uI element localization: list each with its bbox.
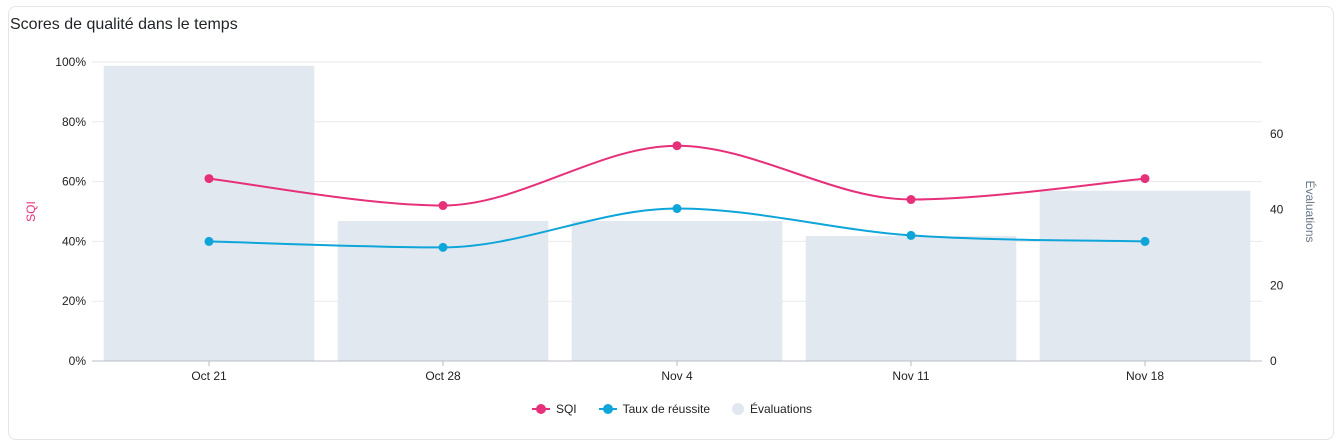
legend-swatch-taux (598, 404, 617, 414)
y-left-tick-label: 20% (62, 294, 86, 308)
y-left-axis-title: SQI (24, 201, 38, 222)
point-sqi (906, 195, 916, 205)
line-sqi (208, 144, 1146, 207)
point-taux (672, 204, 682, 214)
y-left-tick-label: 0% (69, 354, 87, 368)
y-left-tick-label: 40% (62, 234, 86, 248)
legend-label-taux: Taux de réussite (622, 402, 710, 416)
y-right-tick-label: 20 (1270, 278, 1284, 292)
point-sqi (672, 141, 682, 151)
legend-item-taux[interactable]: Taux de réussite (598, 402, 710, 416)
y-left-tick-label: 100% (55, 55, 86, 69)
legend: SQI Taux de réussite Évaluations (0, 402, 1344, 416)
bar-evaluations (1039, 190, 1251, 361)
point-taux (438, 242, 448, 252)
y-right-tick-label: 0 (1270, 354, 1277, 368)
legend-label-evaluations: Évaluations (750, 402, 813, 416)
x-tick-label: Nov 11 (892, 369, 929, 383)
point-sqi (1140, 174, 1150, 184)
y-right-tick-label: 40 (1270, 203, 1284, 217)
point-taux (906, 230, 916, 240)
bar-evaluations (103, 65, 315, 361)
point-sqi (438, 201, 448, 211)
x-tick-label: Nov 18 (1126, 369, 1164, 383)
x-tick-label: Nov 4 (661, 369, 693, 383)
legend-item-sqi[interactable]: SQI (531, 402, 577, 416)
legend-swatch-sqi (531, 404, 550, 414)
legend-label-sqi: SQI (555, 402, 577, 416)
chart-title: Scores de qualité dans le temps (10, 16, 238, 33)
bar-evaluations (337, 220, 549, 361)
y-left-tick-label: 60% (62, 175, 86, 189)
y-right-axis-title: Évaluations (1303, 180, 1318, 242)
legend-swatch-evaluations (732, 403, 744, 415)
bar-evaluations (571, 220, 783, 361)
y-right-tick-label: 60 (1270, 127, 1284, 141)
point-taux (204, 236, 214, 246)
point-sqi (204, 174, 214, 184)
bar-evaluations (805, 236, 1017, 361)
point-taux (1140, 236, 1150, 246)
y-left-tick-label: 80% (62, 115, 86, 129)
legend-item-evaluations[interactable]: Évaluations (732, 402, 812, 416)
x-tick-label: Oct 28 (425, 369, 461, 383)
x-tick-label: Oct 21 (191, 369, 227, 383)
